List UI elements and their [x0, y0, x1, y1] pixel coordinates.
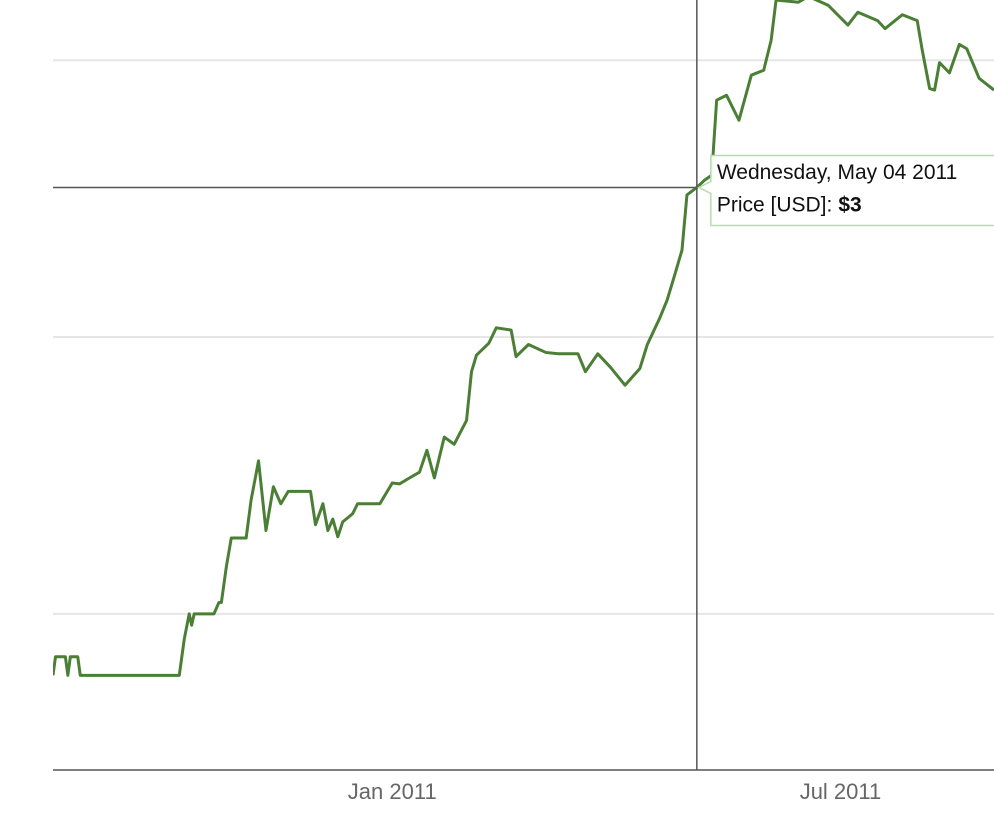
- x-tick-label: Jan 2011: [348, 779, 437, 804]
- tooltip-box: [697, 154, 994, 227]
- plot-area: [53, 0, 994, 677]
- tooltip-layer: Wednesday, May 04 2011 Price [USD]: $3: [53, 0, 994, 770]
- tooltip-value: $3: [838, 193, 861, 216]
- axes: Jan 2011 Jul 2011: [53, 769, 994, 804]
- price-line: [53, 0, 994, 677]
- tooltip-row: Price [USD]: $3: [717, 193, 862, 216]
- grid: [53, 59, 994, 615]
- tooltip-title: Wednesday, May 04 2011: [717, 161, 958, 184]
- x-tick-label: Jul 2011: [800, 779, 882, 804]
- tooltip-label: Price [USD]:: [717, 193, 833, 216]
